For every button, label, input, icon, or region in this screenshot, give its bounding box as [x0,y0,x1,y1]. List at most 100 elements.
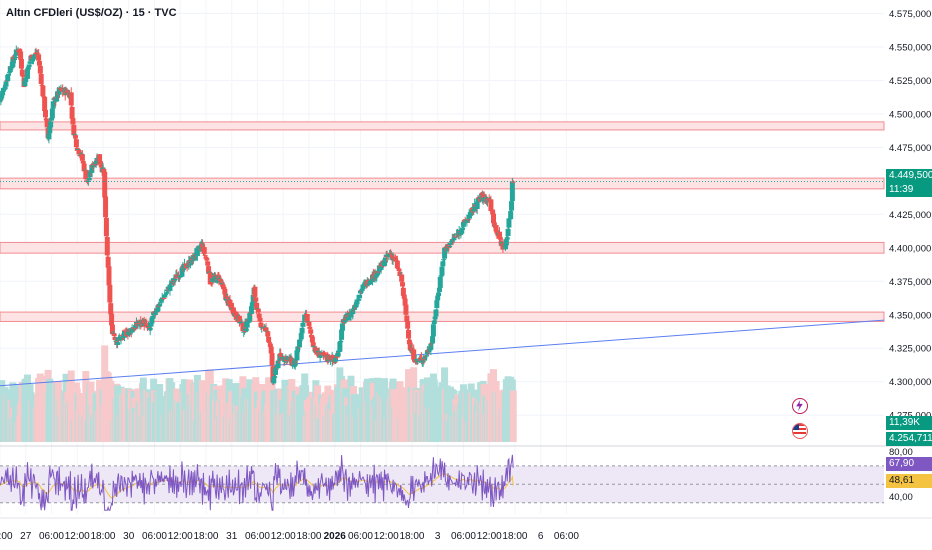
candle-body [89,164,95,173]
candle-body [441,259,447,261]
candle-body [509,181,515,202]
candle-body [144,324,150,327]
candle-body [162,294,168,298]
candle-body [221,286,227,290]
candle-body [218,279,224,282]
candle-body [27,61,33,64]
candle-body [297,339,303,348]
price-axis-label: 4.350,000 [889,310,931,321]
candle-body [297,339,303,341]
lightning-icon[interactable] [792,398,808,414]
candle-body [113,340,119,342]
candle-body [86,177,92,181]
rsi-line [0,454,514,511]
candle-body [126,331,132,336]
candle-body [161,298,167,300]
candle-body [344,314,350,316]
candle-body [46,133,52,140]
candle-body [399,274,405,282]
price-axis-label: 4.300,000 [889,377,931,388]
candle-body [337,341,343,352]
candle-body [310,342,316,347]
candle-body [44,120,50,128]
candle-body [436,292,442,296]
candle-body [278,353,284,357]
candle-body [73,135,79,139]
candle-body [6,71,12,73]
candle-body [466,214,472,219]
candle-body [49,108,55,119]
price-axis-label: 4.575,000 [889,9,931,20]
candle-body [356,298,362,301]
candle-body [220,284,226,287]
candle-body [335,352,341,357]
candle-body [76,149,82,155]
rsi-axis-label: 40,00 [889,492,913,503]
time-axis-label: 31 [226,531,238,542]
candle-body [31,55,37,57]
candle-body [143,322,149,324]
candle-body [19,69,25,76]
candle-body [453,236,459,238]
candle-body [122,329,128,331]
candle-body [430,324,436,337]
price-axis-label: 4.400,000 [889,243,931,254]
candle-body [206,266,212,274]
candle-body [254,302,260,310]
candle-body [71,124,77,136]
candle-body [400,282,406,287]
candle-body [136,323,142,326]
candle-body [209,282,215,284]
time-axis-label: 18:00 [296,531,321,542]
candle-body [298,333,304,340]
candle-body [271,377,277,384]
candle-body [295,346,301,351]
candle-body [332,361,338,364]
time-axis-label: 18:00 [502,531,527,542]
candle-body [104,237,110,256]
candle-body [188,264,194,266]
candle-body [503,244,509,250]
candle-body [354,299,360,305]
candle-body [265,331,271,337]
candle-body [407,343,413,351]
candle-body [353,303,359,308]
candle-body [388,253,394,255]
candle-body [505,228,511,237]
candle-body [327,355,333,361]
candle-body [465,218,471,220]
rsi-value-tag: 67,90 [886,457,932,471]
candle-body [259,326,265,328]
us-flag-icon[interactable] [792,423,808,439]
candle-body [357,294,363,299]
candle-body [227,299,233,305]
candle-body [428,343,434,350]
candle-body [411,349,417,360]
candle-body [431,320,437,325]
candle-body [17,48,23,53]
candle-body [26,64,32,67]
candle-body [415,360,421,363]
candle-body [155,305,161,311]
candle-body [210,278,216,282]
candle-body [105,256,111,268]
candle-body [400,287,406,296]
candle-body [307,326,313,329]
candle-body [396,269,402,272]
candle-body [121,330,127,338]
price-axis-label: 4.425,000 [889,210,931,221]
candle-body [374,273,380,277]
candle-body [123,330,129,332]
candle-body [403,304,409,315]
candle-body [300,322,306,327]
candle-body [188,257,194,265]
candle-body [158,298,164,302]
candle-body [381,262,387,267]
candle-body [132,327,138,330]
candle-body [426,350,432,352]
candle-body [500,243,506,250]
candle-body [249,302,255,307]
candle-body [316,351,322,358]
